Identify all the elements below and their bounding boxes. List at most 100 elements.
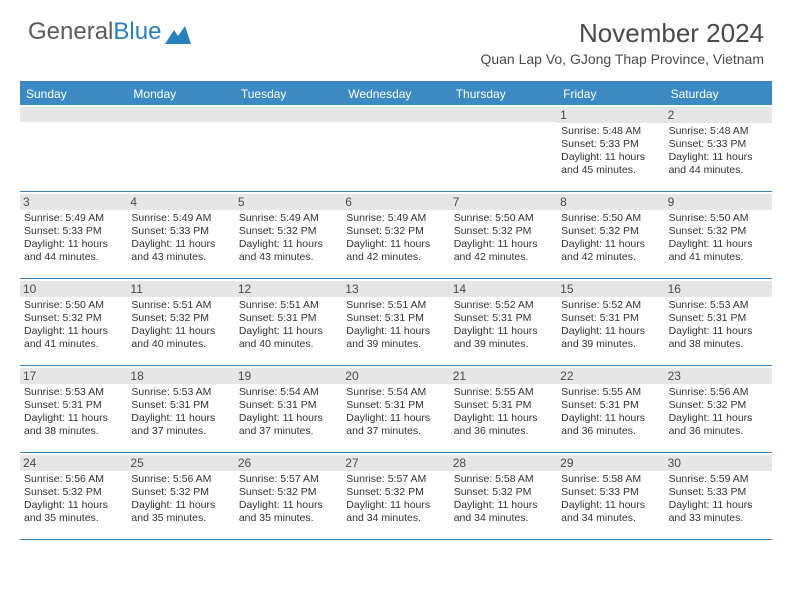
day-number: 29 xyxy=(557,455,664,471)
day-info: Sunrise: 5:53 AMSunset: 5:31 PMDaylight:… xyxy=(24,386,123,439)
day-number: 26 xyxy=(235,455,342,471)
day-info: Sunrise: 5:57 AMSunset: 5:32 PMDaylight:… xyxy=(239,473,338,526)
day-cell xyxy=(235,105,342,191)
week-row: 17Sunrise: 5:53 AMSunset: 5:31 PMDayligh… xyxy=(20,366,772,453)
day-cell: 30 Sunrise: 5:59 AMSunset: 5:33 PMDayligh… xyxy=(665,453,772,539)
day-info: Sunrise: 5:50 AMSunset: 5:32 PMDaylight:… xyxy=(561,212,660,265)
day-cell: 20 Sunrise: 5:54 AMSunset: 5:31 PMDayligh… xyxy=(342,366,449,452)
day-cell: 17 Sunrise: 5:53 AMSunset: 5:31 PMDayligh… xyxy=(20,366,127,452)
day-info: Sunrise: 5:50 AMSunset: 5:32 PMDaylight:… xyxy=(669,212,768,265)
empty-day-strip xyxy=(127,107,234,122)
day-info: Sunrise: 5:50 AMSunset: 5:32 PMDaylight:… xyxy=(454,212,553,265)
day-info: Sunrise: 5:48 AMSunset: 5:33 PMDaylight:… xyxy=(561,125,660,178)
day-info: Sunrise: 5:59 AMSunset: 5:33 PMDaylight:… xyxy=(669,473,768,526)
week-row: 1 Sunrise: 5:48 AMSunset: 5:33 PMDaylight… xyxy=(20,105,772,192)
weekday-header-row: SundayMondayTuesdayWednesdayThursdayFrid… xyxy=(20,83,772,105)
day-info: Sunrise: 5:49 AMSunset: 5:33 PMDaylight:… xyxy=(131,212,230,265)
week-row: 3Sunrise: 5:49 AMSunset: 5:33 PMDaylight… xyxy=(20,192,772,279)
day-info: Sunrise: 5:51 AMSunset: 5:32 PMDaylight:… xyxy=(131,299,230,352)
day-number: 6 xyxy=(342,194,449,210)
week-row: 24Sunrise: 5:56 AMSunset: 5:32 PMDayligh… xyxy=(20,453,772,540)
day-cell: 4 Sunrise: 5:49 AMSunset: 5:33 PMDaylight… xyxy=(127,192,234,278)
day-info: Sunrise: 5:53 AMSunset: 5:31 PMDaylight:… xyxy=(131,386,230,439)
page-title: November 2024 xyxy=(480,18,764,49)
day-cell: 27Sunrise: 5:57 AMSunset: 5:32 PMDayligh… xyxy=(342,453,449,539)
day-info: Sunrise: 5:49 AMSunset: 5:32 PMDaylight:… xyxy=(346,212,445,265)
empty-day-strip xyxy=(235,107,342,122)
day-cell: 9 Sunrise: 5:50 AMSunset: 5:32 PMDaylight… xyxy=(665,192,772,278)
weekday-header: Friday xyxy=(557,83,664,105)
day-number: 22 xyxy=(557,368,664,384)
day-cell: 25 Sunrise: 5:56 AMSunset: 5:32 PMDayligh… xyxy=(127,453,234,539)
day-number: 16 xyxy=(665,281,772,297)
day-number: 12 xyxy=(235,281,342,297)
day-number: 1 xyxy=(557,107,664,123)
week-row: 10 Sunrise: 5:50 AMSunset: 5:32 PMDayligh… xyxy=(20,279,772,366)
day-cell: 8 Sunrise: 5:50 AMSunset: 5:32 PMDaylight… xyxy=(557,192,664,278)
day-info: Sunrise: 5:48 AMSunset: 5:33 PMDaylight:… xyxy=(669,125,768,178)
day-number: 10 xyxy=(20,281,127,297)
day-cell: 6 Sunrise: 5:49 AMSunset: 5:32 PMDaylight… xyxy=(342,192,449,278)
day-cell: 12 Sunrise: 5:51 AMSunset: 5:31 PMDayligh… xyxy=(235,279,342,365)
day-info: Sunrise: 5:57 AMSunset: 5:32 PMDaylight:… xyxy=(346,473,445,526)
day-cell: 7 Sunrise: 5:50 AMSunset: 5:32 PMDaylight… xyxy=(450,192,557,278)
day-cell: 22 Sunrise: 5:55 AMSunset: 5:31 PMDayligh… xyxy=(557,366,664,452)
day-info: Sunrise: 5:53 AMSunset: 5:31 PMDaylight:… xyxy=(669,299,768,352)
day-number: 19 xyxy=(235,368,342,384)
weekday-header: Sunday xyxy=(20,83,127,105)
day-info: Sunrise: 5:50 AMSunset: 5:32 PMDaylight:… xyxy=(24,299,123,352)
day-cell: 14 Sunrise: 5:52 AMSunset: 5:31 PMDayligh… xyxy=(450,279,557,365)
day-number: 7 xyxy=(450,194,557,210)
day-number: 23 xyxy=(665,368,772,384)
day-cell: 29 Sunrise: 5:58 AMSunset: 5:33 PMDayligh… xyxy=(557,453,664,539)
weekday-header: Monday xyxy=(127,83,234,105)
day-cell xyxy=(450,105,557,191)
day-info: Sunrise: 5:55 AMSunset: 5:31 PMDaylight:… xyxy=(561,386,660,439)
day-info: Sunrise: 5:54 AMSunset: 5:31 PMDaylight:… xyxy=(346,386,445,439)
day-number: 17 xyxy=(20,368,127,384)
day-number: 24 xyxy=(20,455,127,471)
day-info: Sunrise: 5:55 AMSunset: 5:31 PMDaylight:… xyxy=(454,386,553,439)
day-info: Sunrise: 5:49 AMSunset: 5:32 PMDaylight:… xyxy=(239,212,338,265)
empty-day-strip xyxy=(342,107,449,122)
day-info: Sunrise: 5:49 AMSunset: 5:33 PMDaylight:… xyxy=(24,212,123,265)
day-number: 8 xyxy=(557,194,664,210)
day-number: 28 xyxy=(450,455,557,471)
day-info: Sunrise: 5:51 AMSunset: 5:31 PMDaylight:… xyxy=(346,299,445,352)
day-cell: 3Sunrise: 5:49 AMSunset: 5:33 PMDaylight… xyxy=(20,192,127,278)
day-number: 18 xyxy=(127,368,234,384)
day-info: Sunrise: 5:56 AMSunset: 5:32 PMDaylight:… xyxy=(669,386,768,439)
calendar: SundayMondayTuesdayWednesdayThursdayFrid… xyxy=(20,81,772,540)
day-number: 25 xyxy=(127,455,234,471)
day-number: 14 xyxy=(450,281,557,297)
day-cell: 28 Sunrise: 5:58 AMSunset: 5:32 PMDayligh… xyxy=(450,453,557,539)
weekday-header: Saturday xyxy=(665,83,772,105)
day-info: Sunrise: 5:51 AMSunset: 5:31 PMDaylight:… xyxy=(239,299,338,352)
day-cell: 5Sunrise: 5:49 AMSunset: 5:32 PMDaylight… xyxy=(235,192,342,278)
day-number: 30 xyxy=(665,455,772,471)
day-info: Sunrise: 5:58 AMSunset: 5:32 PMDaylight:… xyxy=(454,473,553,526)
day-cell: 15Sunrise: 5:52 AMSunset: 5:31 PMDayligh… xyxy=(557,279,664,365)
day-info: Sunrise: 5:52 AMSunset: 5:31 PMDaylight:… xyxy=(561,299,660,352)
logo-text-1: General xyxy=(28,18,113,46)
day-number: 20 xyxy=(342,368,449,384)
day-number: 13 xyxy=(342,281,449,297)
title-block: November 2024 Quan Lap Vo, GJong Thap Pr… xyxy=(480,18,764,67)
day-cell: 2Sunrise: 5:48 AMSunset: 5:33 PMDaylight… xyxy=(665,105,772,191)
day-number: 4 xyxy=(127,194,234,210)
day-info: Sunrise: 5:58 AMSunset: 5:33 PMDaylight:… xyxy=(561,473,660,526)
logo: GeneralBlue xyxy=(28,18,191,46)
day-cell: 18 Sunrise: 5:53 AMSunset: 5:31 PMDayligh… xyxy=(127,366,234,452)
logo-text-2: Blue xyxy=(113,18,161,46)
day-number: 9 xyxy=(665,194,772,210)
day-cell: 19Sunrise: 5:54 AMSunset: 5:31 PMDayligh… xyxy=(235,366,342,452)
day-cell: 10 Sunrise: 5:50 AMSunset: 5:32 PMDayligh… xyxy=(20,279,127,365)
day-cell xyxy=(20,105,127,191)
day-cell: 26 Sunrise: 5:57 AMSunset: 5:32 PMDayligh… xyxy=(235,453,342,539)
day-info: Sunrise: 5:52 AMSunset: 5:31 PMDaylight:… xyxy=(454,299,553,352)
day-info: Sunrise: 5:56 AMSunset: 5:32 PMDaylight:… xyxy=(131,473,230,526)
day-cell: 24Sunrise: 5:56 AMSunset: 5:32 PMDayligh… xyxy=(20,453,127,539)
empty-day-strip xyxy=(20,107,127,122)
weekday-header: Tuesday xyxy=(235,83,342,105)
day-cell: 16 Sunrise: 5:53 AMSunset: 5:31 PMDayligh… xyxy=(665,279,772,365)
